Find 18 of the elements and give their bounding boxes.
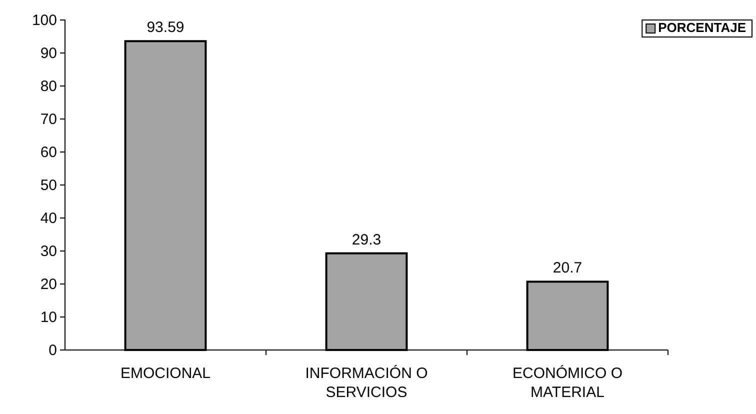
y-tick-label: 10 <box>40 308 57 326</box>
y-tick-label: 20 <box>40 276 57 293</box>
y-tick-label: 100 <box>32 12 57 29</box>
data-label: 20.7 <box>552 260 582 277</box>
y-tick-label: 90 <box>40 44 57 62</box>
x-tick-label: ECONÓMICO O MATERIAL <box>512 364 623 401</box>
y-tick-label: 70 <box>40 110 57 128</box>
x-tick-label: INFORMACIÓN O SERVICIOS <box>305 364 428 401</box>
y-tick-label: 40 <box>40 210 57 227</box>
y-tick-label: 0 <box>48 342 57 359</box>
y-tick-label: 60 <box>40 144 57 161</box>
y-tick-label: 30 <box>40 242 57 260</box>
data-label: 29.3 <box>352 231 382 248</box>
x-tick-label: EMOCIONAL <box>120 365 211 382</box>
data-label: 93.59 <box>146 19 184 36</box>
legend-label: PORCENTAJE <box>658 20 746 35</box>
y-tick-label: 50 <box>40 176 57 194</box>
y-tick-label: 80 <box>40 78 57 95</box>
